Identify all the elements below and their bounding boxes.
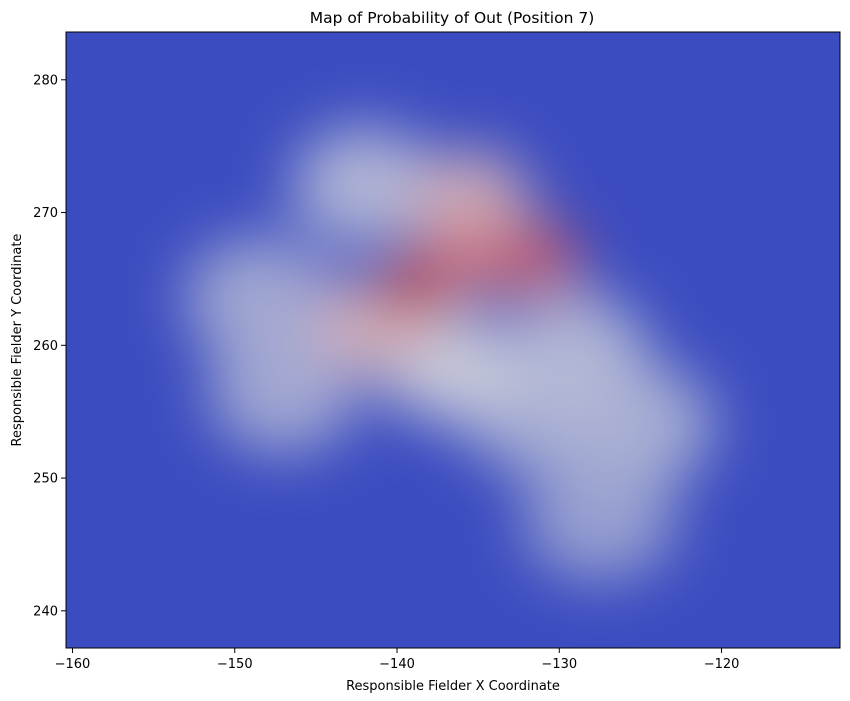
- heatmap-hotspot: [523, 455, 677, 581]
- plot-area: [66, 32, 840, 648]
- y-tick-label: 250: [33, 472, 58, 487]
- y-tick-label: 240: [33, 604, 58, 619]
- x-axis: −160 −150 −140 −130 −120: [55, 648, 740, 672]
- y-tick-label: 270: [33, 206, 58, 221]
- plot-frame: [65, 31, 841, 649]
- y-axis: 240 250 260 270 280: [33, 73, 66, 619]
- heatmap-hotspot: [503, 293, 648, 411]
- heatmap-hotspot: [184, 237, 334, 361]
- heatmap-hotspot: [487, 220, 583, 298]
- x-tick-label: −120: [704, 657, 740, 672]
- y-tick-label: 280: [33, 73, 58, 88]
- heatmap-hotspot: [377, 259, 449, 318]
- chart-title: Map of Probability of Out (Position 7): [310, 9, 595, 27]
- x-tick-label: −150: [217, 657, 253, 672]
- heatmap-hotspot: [208, 330, 359, 454]
- heatmap-hotspot: [292, 127, 437, 245]
- x-tick-label: −140: [379, 657, 415, 672]
- x-tick-label: −130: [541, 657, 577, 672]
- y-axis-label: Responsible Fielder Y Coordinate: [10, 234, 25, 447]
- x-axis-label: Responsible Fielder X Coordinate: [346, 679, 560, 694]
- x-tick-label: −160: [55, 657, 91, 672]
- y-tick-label: 260: [33, 339, 58, 354]
